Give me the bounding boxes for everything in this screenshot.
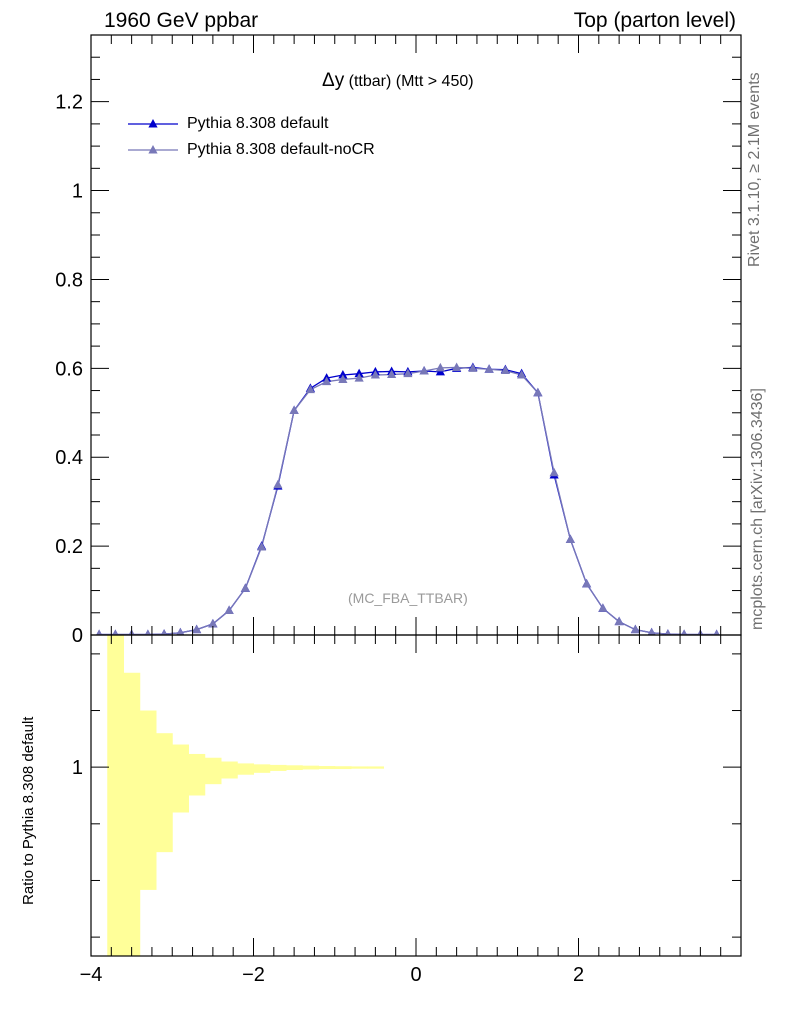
data-point-marker [144, 629, 151, 635]
axis-ticks [90, 35, 741, 956]
data-point-marker [614, 616, 624, 626]
y-tick-label: 1 [72, 181, 83, 203]
series-line [99, 366, 717, 635]
ratio-band [107, 635, 384, 956]
data-point-marker [582, 578, 592, 588]
y-tick-label: 0.4 [55, 447, 83, 469]
y-tick-label: 0.8 [55, 269, 83, 291]
data-point-marker [713, 629, 720, 635]
data-point-marker [403, 368, 413, 378]
data-point-marker [160, 629, 168, 635]
data-point-marker [517, 370, 527, 379]
data-point-marker [387, 369, 397, 379]
ratio-band-bin [172, 744, 189, 813]
data-point-marker [468, 363, 478, 372]
data-point-marker [484, 364, 494, 373]
ratio-band-bin [269, 764, 287, 771]
ratio-band-bin [253, 764, 271, 773]
analysis-label: (MC_FBA_TTBAR) [348, 590, 468, 606]
y-tick-label: 1.2 [55, 92, 83, 114]
data-point-marker [240, 583, 250, 592]
data-point-marker [257, 542, 267, 551]
data-point-marker [338, 370, 348, 379]
ratio-band-bin [188, 753, 206, 796]
ratio-band-bin [367, 766, 384, 769]
data-point-marker [354, 368, 364, 378]
observable-detail: (ttbar) (Mtt > 450) [344, 73, 474, 90]
data-point-marker [176, 627, 185, 635]
y-tick-label: 0.2 [55, 536, 83, 558]
data-point-marker [305, 384, 315, 394]
x-tick-label: −4 [80, 964, 103, 986]
data-point-marker [549, 467, 559, 477]
data-point-marker [322, 376, 332, 386]
header-right: Top (parton level) [573, 9, 736, 32]
main-plot-frame [90, 34, 742, 636]
y-tick-label: 0.6 [55, 358, 83, 380]
legend-marker [148, 145, 158, 154]
data-point-marker [419, 366, 429, 375]
data-point-marker [192, 624, 202, 634]
series-group [96, 362, 720, 635]
data-point-marker [647, 627, 656, 635]
data-point-marker [208, 618, 218, 628]
ratio-band-bin [107, 635, 124, 956]
data-point-marker [664, 629, 672, 635]
observable-title: Δy (ttbar) (Mtt > 450) [322, 70, 474, 92]
ratio-band-bin [156, 733, 173, 853]
data-point-marker [565, 534, 575, 543]
data-point-marker [289, 405, 299, 415]
legend-label-default: Pythia 8.308 default [187, 115, 329, 132]
data-point-marker [533, 387, 543, 397]
data-point-marker [112, 629, 119, 635]
x-tick-label: −2 [242, 964, 265, 986]
data-point-marker [96, 629, 103, 635]
legend-marker [148, 119, 158, 128]
data-point-marker [630, 624, 640, 634]
ratio-band-bin [334, 766, 352, 770]
ratio-band-bin [237, 763, 254, 775]
ratio-band-bin [286, 765, 303, 771]
data-point-marker [435, 362, 445, 372]
data-point-marker [338, 374, 348, 383]
data-point-marker [273, 479, 283, 489]
x-tick-label: 0 [410, 964, 421, 986]
ratio-band-bin [302, 765, 319, 770]
series-line [99, 366, 717, 635]
y-tick-label: 0 [72, 625, 83, 647]
data-point-marker [370, 370, 380, 379]
data-point-marker [598, 603, 608, 612]
x-tick-label: 2 [573, 964, 584, 986]
ratio-band-bin [221, 761, 238, 779]
observable-main: Δy [322, 70, 345, 91]
ratio-band-bin [351, 766, 368, 769]
data-point-marker [500, 365, 510, 375]
header-left: 1960 GeV ppbar [104, 9, 259, 32]
ratio-band-bin [139, 710, 157, 890]
data-point-marker [681, 629, 688, 635]
data-point-marker [452, 362, 462, 371]
ratio-band-bin [204, 757, 222, 785]
data-point-marker [354, 373, 364, 382]
ratio-band-bin [318, 766, 336, 770]
legend-label-nocr: Pythia 8.308 default-noCR [187, 141, 375, 158]
ratio-y-tick-label: 1 [72, 757, 83, 779]
ratio-band-bin [123, 672, 141, 956]
data-point-marker [224, 605, 234, 615]
